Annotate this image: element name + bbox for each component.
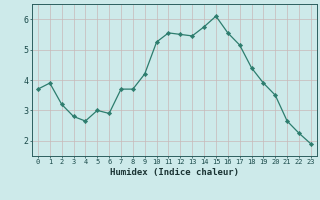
X-axis label: Humidex (Indice chaleur): Humidex (Indice chaleur) [110,168,239,177]
